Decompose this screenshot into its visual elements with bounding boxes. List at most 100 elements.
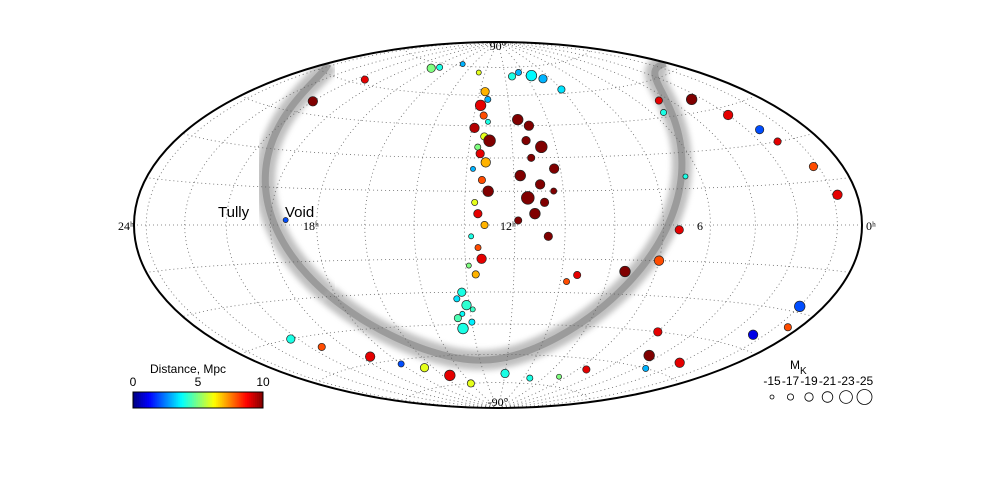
colorbar-cell <box>234 392 238 408</box>
galaxy <box>582 365 591 374</box>
milky-way-core <box>261 62 332 297</box>
galaxy <box>453 314 462 323</box>
galaxy <box>457 322 469 335</box>
galaxy <box>475 149 485 159</box>
colorbar-cell <box>153 392 156 408</box>
meridian <box>316 41 499 409</box>
colorbar-cell <box>183 392 187 408</box>
milky-way-core <box>325 60 686 364</box>
parallel <box>146 177 850 192</box>
sky-boundary <box>133 41 863 409</box>
galaxy <box>529 208 541 220</box>
galaxy <box>461 300 472 311</box>
parallel <box>403 48 593 68</box>
size-legend-marker <box>856 389 873 405</box>
colorbar-cell <box>228 392 231 408</box>
colorbar-cell <box>175 392 179 408</box>
galaxy <box>550 187 558 195</box>
colorbar-cell <box>185 392 189 408</box>
colorbar-cell <box>214 392 217 408</box>
parallel <box>240 323 756 355</box>
colorbar-tick-label: 0 <box>130 375 137 389</box>
galaxy <box>426 63 436 73</box>
colorbar-cell <box>210 392 213 408</box>
colorbar-cell <box>252 392 256 408</box>
galaxy <box>526 374 534 382</box>
galaxy <box>469 122 480 134</box>
galaxy <box>500 368 510 379</box>
galaxy <box>480 157 491 168</box>
galaxy <box>476 253 487 264</box>
size-legend-title-sub: K <box>800 366 807 377</box>
lon-label: 24ʰ <box>118 219 134 233</box>
galaxy <box>482 185 494 197</box>
colorbar-cell <box>222 392 225 408</box>
galaxy <box>549 163 560 174</box>
galaxy <box>660 109 668 116</box>
parallel <box>315 66 681 96</box>
galaxy <box>282 217 289 223</box>
colorbar-cell <box>177 392 181 408</box>
galaxy <box>573 271 582 280</box>
colorbar-cell <box>191 392 195 408</box>
milky-way <box>321 53 692 371</box>
galaxy <box>512 113 524 126</box>
colorbar-cell <box>248 392 252 408</box>
colorbar-cell <box>167 392 171 408</box>
galaxy <box>466 379 475 388</box>
lon-label: 12ʰ <box>500 219 516 233</box>
colorbar-cell <box>171 392 175 408</box>
size-legend-label: -15 <box>763 374 781 388</box>
colorbar-cell <box>218 392 221 408</box>
galaxy <box>535 179 546 190</box>
galaxy <box>523 120 534 131</box>
colorbar-cell <box>155 392 158 408</box>
colorbar-cell <box>137 392 140 408</box>
galaxy <box>723 109 734 121</box>
galaxy <box>540 197 550 207</box>
galaxy <box>653 255 665 266</box>
galaxy <box>459 61 466 67</box>
galaxy <box>527 153 536 162</box>
colorbar-cell <box>260 392 264 408</box>
colorbar-cell <box>242 392 246 408</box>
colorbar-cell <box>193 392 197 408</box>
parallel <box>315 354 681 384</box>
colorbar-cell <box>133 392 136 408</box>
galaxy <box>773 137 782 146</box>
size-legend-marker <box>769 394 775 400</box>
colorbar-cell <box>208 392 211 408</box>
galaxy <box>471 198 479 206</box>
colorbar-cell <box>139 392 142 408</box>
galaxy <box>457 287 467 297</box>
galaxy <box>747 329 759 340</box>
colorbar-cell <box>246 392 250 408</box>
parallel <box>403 382 593 402</box>
colorbar-cell <box>206 392 209 408</box>
annotation: Tully <box>218 204 250 221</box>
galaxy <box>682 173 689 180</box>
colorbar-tick-label: 10 <box>256 375 270 389</box>
galaxy <box>483 134 496 147</box>
galaxy <box>674 357 685 368</box>
colorbar-cell <box>181 392 185 408</box>
galaxy <box>783 323 792 332</box>
size-legend-title-main: M <box>790 358 800 372</box>
colorbar-cell <box>224 392 227 408</box>
colorbar-cell <box>169 392 173 408</box>
colorbar-cell <box>149 392 152 408</box>
galaxy <box>521 191 535 205</box>
colorbar-cell <box>195 392 199 408</box>
galaxy <box>469 306 476 313</box>
colorbar-cell <box>220 392 223 408</box>
galaxy <box>556 373 562 380</box>
colorbar-cell <box>232 392 236 408</box>
lat-label: 90° <box>490 39 507 53</box>
colorbar-cell <box>141 392 144 408</box>
galaxy <box>654 96 663 105</box>
meridian <box>413 41 499 409</box>
size-legend-label: -25 <box>856 374 874 388</box>
meridian <box>497 41 516 409</box>
lon-label: 0ʰ <box>866 219 876 233</box>
galaxy <box>468 233 475 240</box>
